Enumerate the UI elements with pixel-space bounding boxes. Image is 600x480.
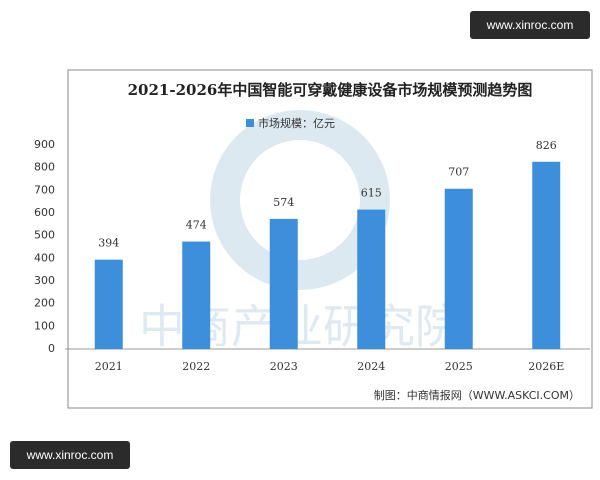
y-tick-label: 500 <box>34 229 55 242</box>
bar <box>444 188 473 349</box>
value-label: 615 <box>361 187 382 200</box>
value-label: 707 <box>448 166 469 179</box>
y-tick-label: 900 <box>34 138 55 151</box>
legend-label: 市场规模：亿元 <box>258 116 335 130</box>
x-tick-label: 2024 <box>357 360 385 373</box>
value-label: 574 <box>273 196 294 209</box>
value-label: 826 <box>536 139 557 152</box>
y-tick-label: 800 <box>34 161 55 174</box>
bar <box>182 241 211 349</box>
x-tick-label: 2025 <box>445 360 473 373</box>
bar <box>269 218 298 349</box>
site-label: www.xinroc.com <box>470 11 590 39</box>
chart-title: 2021-2026年中国智能可穿戴健康设备市场规模预测趋势图 <box>128 81 533 99</box>
legend-swatch <box>246 119 254 127</box>
y-tick-label: 300 <box>34 274 55 287</box>
watermark: 中商产业研究院 <box>139 300 461 354</box>
bar <box>532 161 561 349</box>
x-tick-label: 2021 <box>95 360 123 373</box>
y-tick-label: 200 <box>34 297 55 310</box>
site-label: www.xinroc.com <box>10 441 130 469</box>
y-tick-label: 600 <box>34 206 55 219</box>
bar <box>94 259 123 349</box>
y-tick-label: 700 <box>34 183 55 196</box>
value-label: 474 <box>186 219 207 232</box>
source-note: 制图：中商情报网（WWW.ASKCI.COM） <box>374 388 580 402</box>
x-tick-label: 2022 <box>182 360 210 373</box>
chart-frame <box>67 69 593 409</box>
y-tick-label: 100 <box>34 319 55 332</box>
x-tick-label: 2026E <box>528 360 564 373</box>
watermark-logo <box>210 110 390 290</box>
y-tick-label: 400 <box>34 251 55 264</box>
x-tick-label: 2023 <box>270 360 298 373</box>
bar <box>357 209 386 349</box>
value-label: 394 <box>98 237 119 250</box>
y-tick-label: 0 <box>48 342 55 355</box>
